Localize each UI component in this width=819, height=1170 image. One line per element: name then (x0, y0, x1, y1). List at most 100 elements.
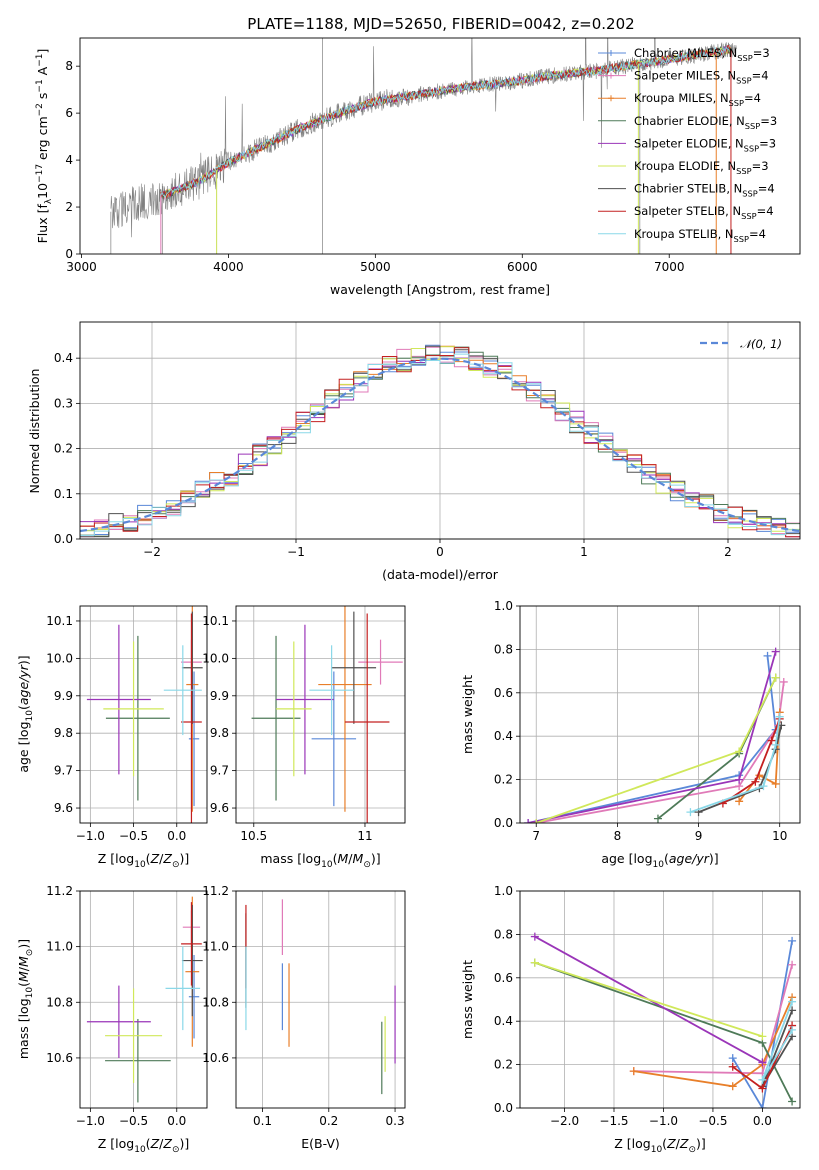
legend-label-part: Salpeter ELODIE, N (634, 136, 744, 150)
legend-label-part: Chabrier STELIB, N (634, 182, 742, 196)
y-tick-label: 11.0 (46, 940, 73, 954)
series-line (722, 718, 781, 805)
x-axis-label-part: ( (662, 1136, 667, 1151)
y-axis-label-part: −1 (35, 54, 45, 67)
x-axis-label-part: age [log (601, 851, 652, 866)
legend-label-part: Chabrier MILES, N (634, 46, 737, 60)
y-tick-label: 0.3 (54, 396, 73, 410)
x-axis-label: age [log10(age/yr)] (601, 851, 718, 870)
x-axis-label: mass [log10(M/M⊙)] (260, 851, 380, 870)
y-tick-label: 0.2 (54, 442, 73, 456)
axes-frame (79, 890, 208, 1109)
x-tick-label: 0.0 (753, 1114, 772, 1128)
y-axis-label-part: 10 (35, 183, 50, 199)
series-point (758, 1084, 767, 1093)
y-axis-label: Normed distribution (27, 369, 42, 494)
series-point (788, 1097, 797, 1106)
series-point (728, 1062, 737, 1071)
legend-label-part: =4 (749, 227, 766, 241)
x-tick-label: 0.0 (167, 1114, 186, 1128)
y-axis-label-part: s (35, 93, 50, 104)
y-tick-label: 11.2 (46, 884, 73, 898)
y-axis-label-part: ( (16, 705, 31, 710)
histogram-step-line (80, 353, 800, 536)
x-tick-label: −1.0 (76, 1114, 105, 1128)
x-axis-label-part: M (338, 851, 349, 866)
plot-area-residuals (80, 344, 800, 538)
x-axis-label-part: ⊙ (172, 1145, 180, 1155)
legend-label-part: Kroupa MILES, N (634, 91, 729, 105)
y-axis-label-part: ( (16, 982, 31, 987)
legend-label-part: =3 (759, 136, 776, 150)
y-tick-label: 9.6 (210, 801, 229, 815)
x-axis-label-part: Z (162, 1136, 172, 1151)
y-tick-label: 4 (65, 153, 73, 167)
x-axis-label-part: Z [log (98, 1136, 134, 1151)
y-axis-label-part: −1 (35, 79, 45, 92)
axes-frame (519, 605, 801, 824)
figure-title: PLATE=1188, MJD=52650, FIBERID=0042, z=0… (247, 15, 634, 33)
series-point (728, 1054, 737, 1063)
y-tick-label: 6 (65, 106, 73, 120)
y-tick-label: 0.8 (494, 642, 513, 656)
legend-label: Chabrier STELIB, NSSP=4 (634, 182, 775, 199)
x-tick-label: 4000 (213, 260, 244, 274)
series-point (629, 1067, 638, 1076)
legend-label-part: =3 (753, 46, 770, 60)
y-axis-label-part: age/yr (16, 664, 31, 705)
series-point (532, 819, 541, 823)
x-axis-label-part: 10 (321, 860, 333, 870)
x-axis-label-part: / (159, 1136, 164, 1151)
y-tick-label: 1.0 (494, 599, 513, 613)
x-axis-label: Z [log10(Z/Z⊙)] (614, 1136, 706, 1155)
x-axis-label-part: age/yr (669, 851, 710, 866)
series-point (524, 819, 533, 823)
x-tick-label: −0.5 (698, 1114, 727, 1128)
x-axis-label-part: Z (150, 851, 160, 866)
legend-label-part: Kroupa STELIB, N (634, 227, 734, 241)
series-line (690, 716, 781, 813)
y-tick-label: 1.0 (494, 884, 513, 898)
x-tick-label: −1.0 (649, 1114, 678, 1128)
axes-frame (235, 890, 406, 1109)
plot-area-mass_vs_ebv (245, 899, 396, 1095)
y-tick-label: 0.2 (494, 773, 513, 787)
series-point (767, 736, 776, 745)
x-axis-label-part: Z [log (614, 1136, 650, 1151)
axes-mass_vs_Z: −1.0 −0.5 0.010.610.811.011.2Z [log10(Z/Z⊙… (16, 884, 208, 1155)
x-tick-label: 5000 (360, 260, 391, 274)
series-point (788, 1025, 797, 1034)
x-tick-label: 6000 (507, 260, 538, 274)
x-axis-label: wavelength [Angstrom, rest frame] (330, 282, 550, 297)
y-tick-label: 10.6 (46, 1051, 73, 1065)
x-axis-label: (data-model)/error (382, 567, 499, 582)
y-axis-label-part: −2 (35, 103, 45, 116)
y-tick-label: 0.8 (494, 927, 513, 941)
x-tick-label: −0.5 (119, 1114, 148, 1128)
x-axis-label-part: )] (179, 1136, 189, 1151)
x-axis-label-part: 10 (651, 1145, 663, 1155)
y-tick-label: 0.0 (494, 1101, 513, 1115)
x-tick-label: 0.0 (167, 829, 186, 843)
x-tick-label: −0.5 (119, 829, 148, 843)
legend-label-part: =4 (757, 204, 774, 218)
y-axis-label: Flux [fλ10−17 erg cm−2 s−1 A−1] (35, 49, 54, 244)
x-axis-label-part: )] (709, 851, 719, 866)
x-axis-label-part: / (159, 851, 164, 866)
plot-area-mass_weight_vs_age (524, 647, 788, 823)
legend-label-part: =4 (758, 182, 775, 196)
x-tick-label: 3000 (66, 260, 97, 274)
legend-marker (608, 95, 614, 102)
y-axis-label: mass weight (460, 675, 475, 754)
y-axis-label-part: Flux [f (35, 204, 50, 244)
y-tick-label: 9.8 (210, 726, 229, 740)
x-tick-label: 1 (580, 545, 588, 559)
axes-age_vs_Z: −1.0 −0.5 0.09.69.79.89.910.010.1Z [log10(… (16, 605, 208, 870)
y-axis-label-part: erg cm (35, 116, 50, 164)
y-tick-label: 0 (65, 247, 73, 261)
series-line (527, 655, 777, 823)
y-tick-label: 0.4 (494, 1014, 513, 1028)
legend-label: Kroupa MILES, NSSP=4 (634, 91, 761, 108)
series-line (633, 996, 793, 1088)
series-point (759, 782, 768, 791)
